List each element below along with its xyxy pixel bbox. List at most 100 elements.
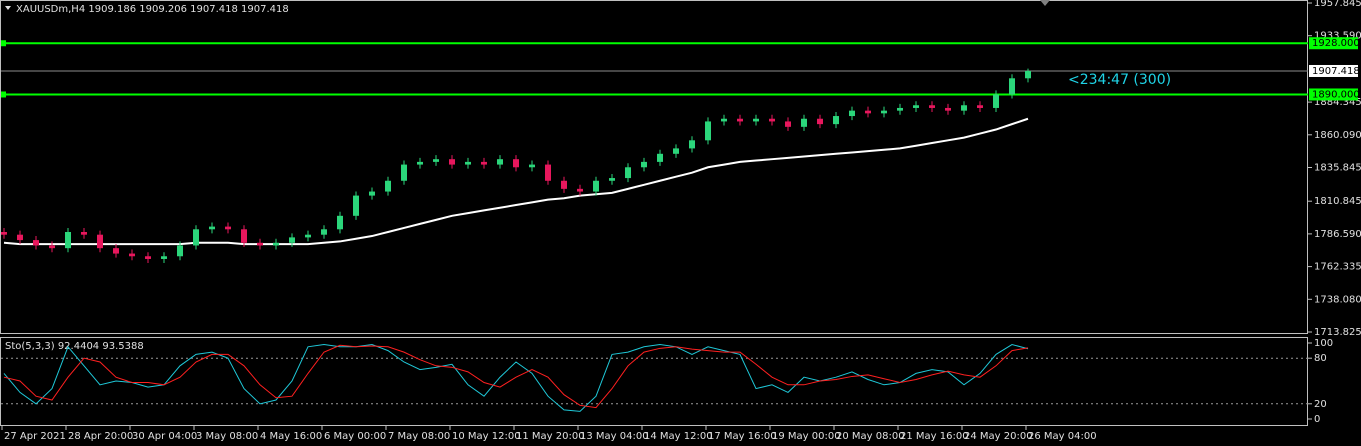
last-price-box [1309,64,1358,77]
y-tick-label: 1810.845 [1314,196,1361,207]
candle-body [337,215,343,230]
candle-body [721,118,727,122]
candle-body [513,159,519,168]
candle-body [401,164,407,181]
candle-body [961,105,967,111]
candle-body [1025,70,1031,79]
candle-body [753,118,759,122]
candle-body [465,161,471,165]
x-tick-label: 24 May 20:00 [964,431,1033,442]
candle-body [769,118,775,122]
candle-body [369,191,375,196]
candle-body [577,188,583,192]
candle-body [17,234,23,241]
stochastic-line [3,344,1029,409]
x-tick-label: 19 May 00:00 [772,431,841,442]
moving-average [3,117,1029,246]
indicator-title: Sto(5,3,3) 92.4404 93.5388 [5,341,144,352]
candle-body [177,245,183,257]
candle-body [817,118,823,125]
candle-body [849,110,855,117]
candle-body [481,161,487,165]
y-tick-label: 1786.590 [1314,229,1361,240]
y-tick-label: 1957.845 [1314,0,1361,9]
x-tick-label: 27 Apr 2021 [4,431,66,442]
candle-body [385,180,391,192]
candle-body [225,226,231,230]
candle-body [161,256,167,259]
x-tick-label: 6 May 00:00 [324,431,386,442]
level-label-box [1309,37,1358,50]
sub-frame [0,337,1308,426]
x-tick-label: 13 May 04:00 [580,431,649,442]
x-tick-label: 10 May 12:00 [452,431,521,442]
y-tick-label: 20 [1314,399,1327,410]
candle-body [561,180,567,189]
candle-body [257,242,263,246]
x-tick-label: 28 Apr 20:00 [68,431,133,442]
candle-body [801,118,807,127]
level-marker [1,40,6,47]
y-tick-label: 1933.590 [1314,31,1361,42]
shift-marker [1040,0,1050,6]
chart-title: XAUUSDm,H4 1909.186 1909.206 1907.418 19… [16,4,289,15]
candle-body [833,116,839,125]
candle-body [929,105,935,108]
candle-body [417,161,423,165]
x-tick-label: 7 May 08:00 [388,431,450,442]
candle-body [193,229,199,246]
candle-body [305,234,311,238]
candle-body [977,105,983,108]
candle-body [625,167,631,179]
x-tick-label: 21 May 16:00 [900,431,969,442]
timer-annotation: <234:47 (300) [1068,72,1171,88]
candle-body [497,159,503,165]
level-label: 1890.000 [1312,89,1360,100]
candle-body [785,121,791,127]
candle-body [593,180,599,192]
candle-body [673,148,679,154]
last-price-label: 1907.418 [1312,66,1360,77]
candle-body [273,242,279,246]
x-tick-label: 11 May 20:00 [516,431,585,442]
candle-body [897,107,903,111]
candle-body [689,140,695,149]
candle-body [145,256,151,259]
candle-body [913,105,919,108]
x-tick-label: 14 May 12:00 [644,431,713,442]
y-tick-label: 1713.825 [1314,327,1361,338]
x-tick-label: 26 May 04:00 [1028,431,1097,442]
candle-body [129,253,135,257]
candle-body [321,229,327,235]
candle-body [945,107,951,111]
candle-body [881,110,887,114]
y-tick-label: 1762.335 [1314,262,1361,273]
candle-body [609,178,615,181]
candle-body [97,234,103,249]
main-frame [0,0,1308,334]
x-tick-label: 30 Apr 04:00 [132,431,197,442]
level-label: 1928.000 [1312,38,1360,49]
candle-body [993,94,999,108]
menu-arrow[interactable] [5,6,11,10]
candle-body [49,245,55,249]
candle-body [353,195,359,216]
candle-body [705,121,711,141]
candle-body [529,164,535,168]
y-tick-label: 100 [1314,338,1333,349]
candle-body [657,153,663,162]
candle-body [241,229,247,243]
candle-body [865,110,871,114]
candle-body [113,248,119,254]
candle-body [33,240,39,246]
x-tick-label: 3 May 08:00 [196,431,258,442]
y-tick-label: 1884.345 [1314,97,1361,108]
candle-body [65,231,71,249]
y-tick-label: 1835.845 [1314,162,1361,173]
x-tick-label: 17 May 16:00 [708,431,777,442]
candle-body [737,118,743,122]
level-marker [1,91,6,98]
